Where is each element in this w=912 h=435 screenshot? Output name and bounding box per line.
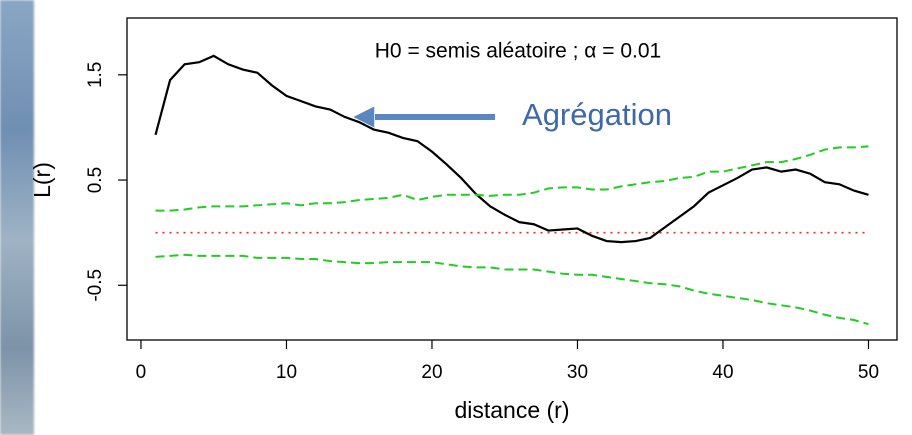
x-tick-label: 40 [712, 362, 733, 383]
y-tick-label: -0.5 [85, 269, 106, 302]
plot-frame [126, 17, 898, 341]
background-photo [0, 0, 34, 435]
y-axis-label: L(r) [29, 162, 55, 198]
data-line [155, 145, 869, 212]
x-axis-label: distance (r) [454, 397, 569, 423]
data-line [155, 253, 869, 326]
annotation: Agrégation [522, 97, 672, 132]
annotation: H0 = semis aléatoire ; α = 0.01 [375, 40, 661, 63]
data-line [154, 54, 869, 244]
x-tick-label: 0 [136, 362, 147, 383]
x-tick-label: 20 [421, 362, 442, 383]
y-tick-label: 0.5 [85, 167, 106, 193]
x-tick-label: 50 [858, 362, 879, 383]
x-tick-label: 30 [567, 362, 588, 383]
y-tick-label: 1.5 [85, 62, 106, 88]
x-tick-label: 10 [276, 362, 297, 383]
